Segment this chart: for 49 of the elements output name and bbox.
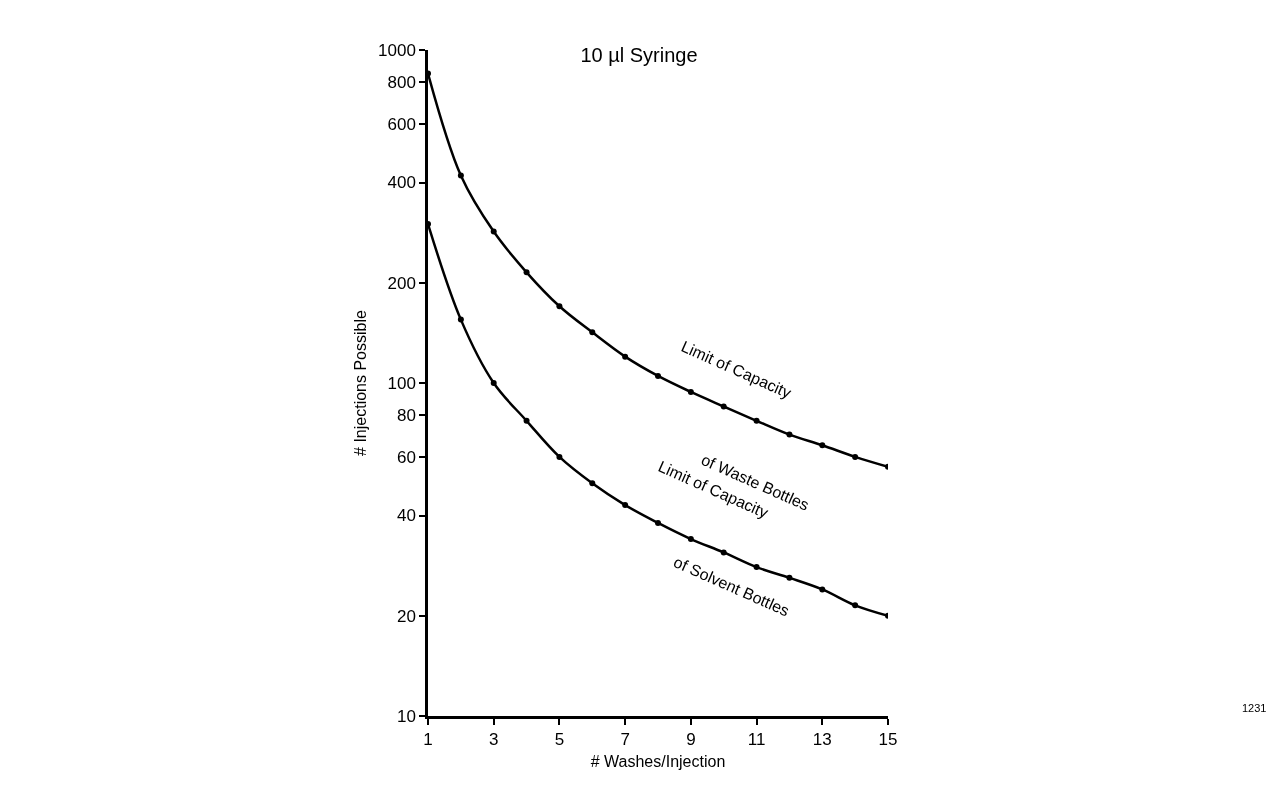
x-tick-label: 15 [878,730,898,750]
point [655,519,661,526]
x-tick-label: 9 [686,730,696,750]
point [655,372,661,379]
y-tick-label: 200 [387,273,416,293]
point [622,353,629,360]
point [556,453,563,460]
point [720,549,727,556]
point [687,536,694,543]
point [457,316,464,323]
text: 1231 [1242,702,1267,714]
point [490,228,497,235]
y-tick-label: 80 [396,406,416,426]
point [687,388,694,395]
point [819,442,826,449]
x-tick-label: 5 [554,730,565,750]
y-tick-label: 40 [396,506,416,526]
point [852,453,859,460]
point [589,329,596,336]
x-tick-label: 1 [423,730,433,750]
point [786,431,793,438]
point [852,602,859,609]
point [523,269,530,276]
y-tick-label: 10 [396,706,416,726]
y-tick-label: 800 [387,73,416,93]
point [819,586,826,593]
point [523,417,530,424]
y-tick-label: 60 [396,447,416,467]
point [753,417,760,424]
point [457,172,464,179]
x-axis-title: # Washes/Injection [590,752,726,770]
point [786,574,793,581]
x-tick-label: 7 [620,730,630,750]
y-axis-title: # Injections Possible [351,309,369,456]
y-tick-label: 600 [387,114,416,134]
y-tick-label: 400 [387,173,416,193]
point [589,480,596,487]
point [753,564,760,571]
point [622,502,629,509]
x-tick-label: 13 [812,730,832,750]
y-tick-label: 100 [387,373,416,393]
chart-title: 10 µl Syringe [580,43,698,66]
point [490,380,497,386]
point [556,303,563,310]
point [720,403,727,410]
x-tick-label: 11 [747,730,766,750]
x-tick-label: 3 [488,730,499,750]
y-tick-label: 20 [396,606,416,626]
y-tick-label: 1000 [378,40,416,60]
